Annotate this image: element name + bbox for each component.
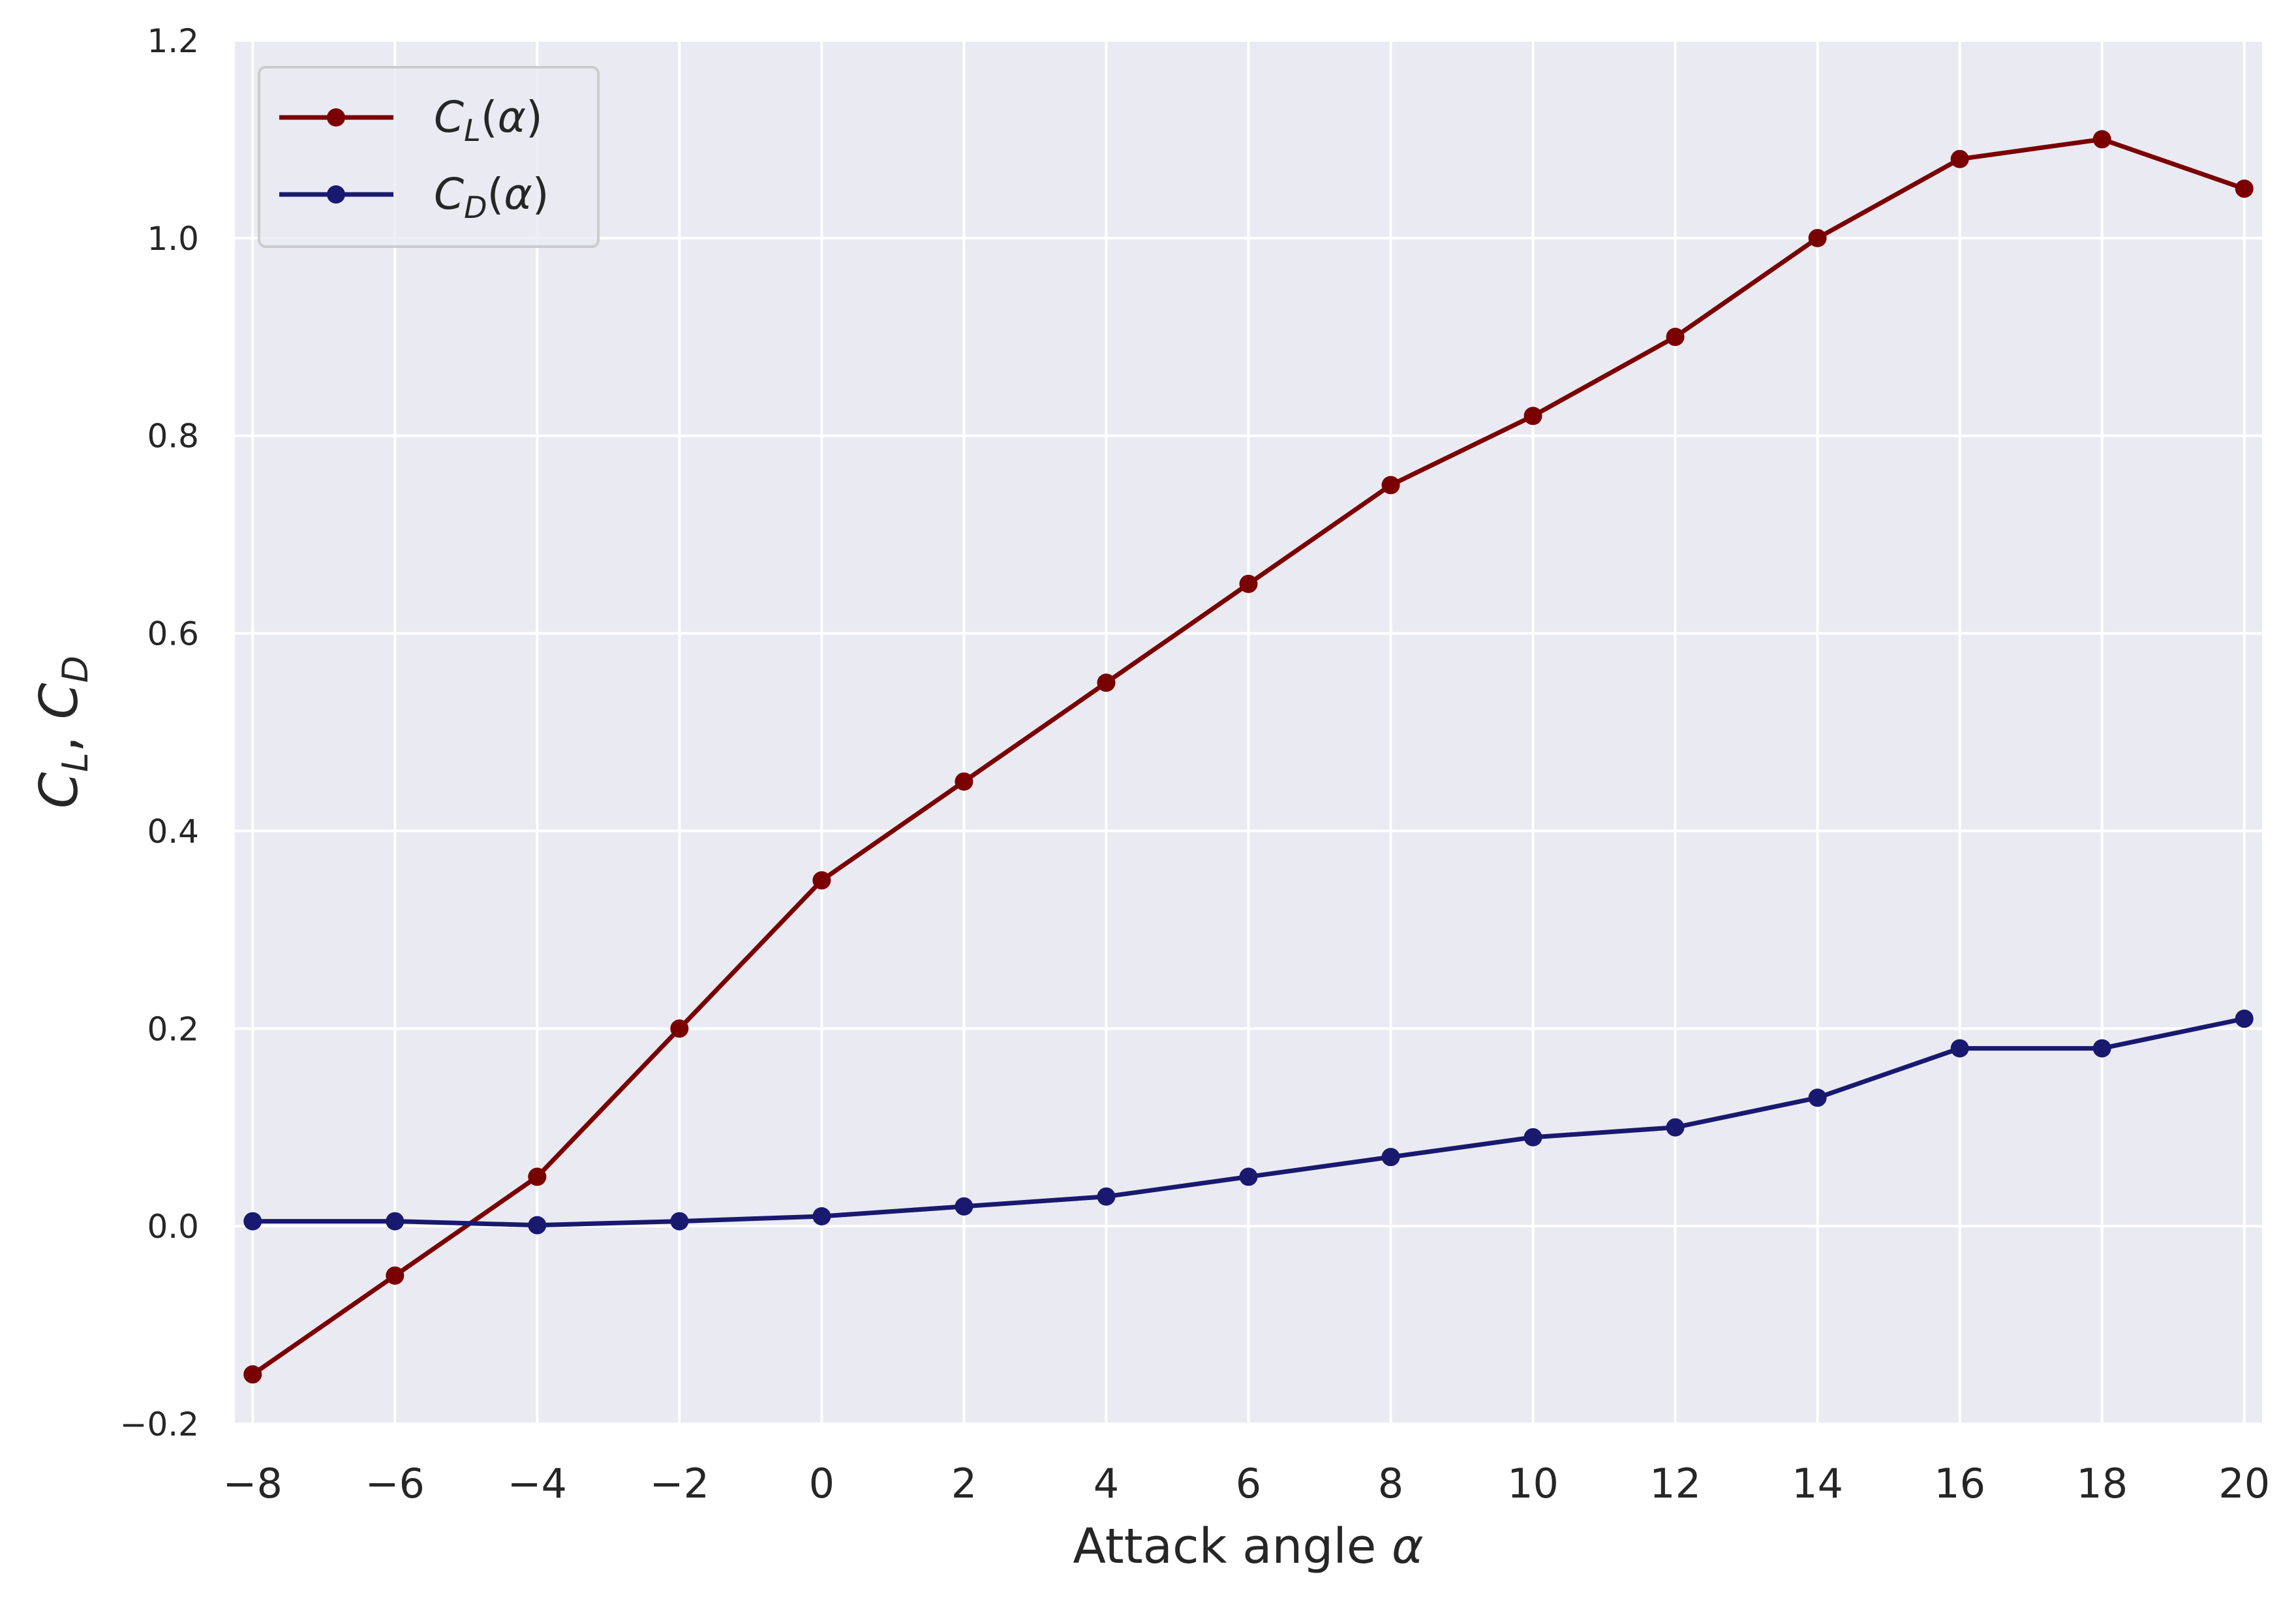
legend-entry-cd: CD(α): [279, 169, 549, 225]
data-point: [243, 1212, 262, 1231]
x-axis-label: Attack angle α: [1073, 1518, 1423, 1575]
x-axis: −8 −6 −4 −2 0 2 4 6 8 10 12 14 16 18 20: [223, 1460, 2271, 1507]
y-tick-label: 0.6: [147, 615, 199, 653]
data-point: [1097, 673, 1116, 692]
data-point: [1808, 1088, 1827, 1107]
data-point: [1950, 1039, 1969, 1058]
data-point: [670, 1019, 689, 1038]
y-tick-label: 0.2: [147, 1010, 199, 1048]
data-point: [1381, 1148, 1400, 1167]
data-point: [2235, 1009, 2254, 1028]
data-point: [1239, 574, 1258, 593]
y-tick-label: −0.2: [120, 1406, 199, 1443]
x-tick-label: 2: [951, 1460, 977, 1507]
x-tick-label: −8: [223, 1460, 283, 1507]
data-point: [243, 1365, 262, 1384]
data-point: [1381, 476, 1400, 495]
data-point: [386, 1212, 405, 1231]
data-point: [386, 1266, 405, 1285]
x-tick-label: 4: [1094, 1460, 1119, 1507]
x-tick-label: 6: [1236, 1460, 1261, 1507]
x-tick-label: 20: [2218, 1460, 2270, 1507]
x-tick-label: −2: [650, 1460, 709, 1507]
x-tick-label: 16: [1934, 1460, 1985, 1507]
data-point: [1097, 1187, 1116, 1206]
x-tick-label: −4: [508, 1460, 567, 1507]
data-point: [812, 871, 831, 890]
data-point: [2235, 179, 2254, 198]
x-tick-label: 18: [2076, 1460, 2128, 1507]
data-point: [1808, 228, 1827, 247]
data-point: [1239, 1167, 1258, 1186]
data-point: [955, 772, 973, 791]
data-point: [2092, 130, 2111, 149]
x-tick-label: 12: [1649, 1460, 1701, 1507]
x-tick-label: −6: [365, 1460, 425, 1507]
x-tick-label: 10: [1507, 1460, 1559, 1507]
y-axis: −0.2 0.0 0.2 0.4 0.6 0.8 1.0 1.2: [120, 22, 199, 1443]
data-point: [670, 1212, 689, 1231]
legend: CL(α) CD(α): [258, 66, 600, 248]
legend-label-cl: CL(α): [434, 92, 543, 148]
grid: [235, 39, 2262, 1425]
data-point: [1950, 149, 1969, 168]
legend-label-cd: CD(α): [434, 169, 549, 225]
x-tick-label: 0: [809, 1460, 834, 1507]
data-point: [1523, 1128, 1542, 1146]
series-group: [243, 130, 2254, 1384]
y-tick-label: 0.0: [147, 1208, 199, 1246]
data-point: [528, 1167, 547, 1186]
data-point: [812, 1207, 831, 1225]
series-0: [243, 130, 2254, 1384]
data-point: [1666, 328, 1685, 346]
legend-entry-cl: CL(α): [279, 92, 543, 148]
x-tick-label: 14: [1792, 1460, 1843, 1507]
data-point: [2092, 1039, 2111, 1058]
data-point: [1523, 407, 1542, 425]
y-tick-label: 1.2: [147, 22, 199, 60]
x-tick-label: 8: [1378, 1460, 1403, 1507]
legend-box: [258, 66, 600, 248]
y-axis-label: CL, CD: [29, 656, 96, 808]
series-1: [243, 1009, 2254, 1235]
data-point: [1666, 1118, 1685, 1137]
data-point: [955, 1197, 973, 1216]
data-point: [528, 1216, 547, 1235]
y-tick-label: 0.4: [147, 812, 199, 850]
y-tick-label: 0.8: [147, 418, 199, 455]
y-tick-label: 1.0: [147, 220, 199, 258]
